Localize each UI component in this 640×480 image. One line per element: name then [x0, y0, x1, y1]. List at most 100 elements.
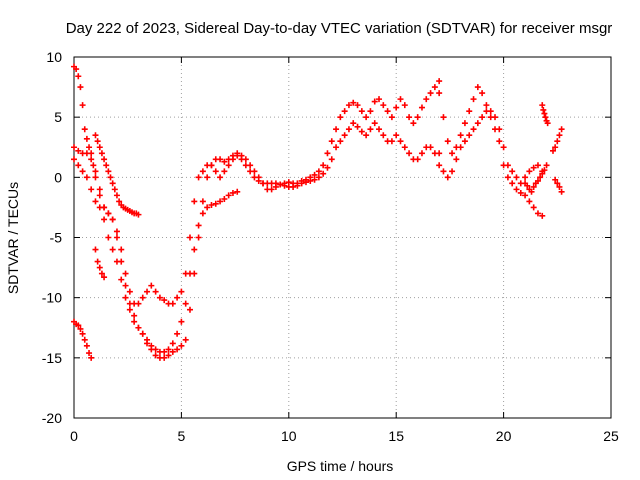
- data-point-s0-74: [367, 108, 374, 115]
- data-point-s9-2: [541, 110, 548, 117]
- data-point-s2-4: [88, 186, 95, 193]
- data-point-s0-78: [384, 108, 391, 115]
- data-point-s1-78: [406, 150, 413, 157]
- data-point-s3-4: [101, 156, 108, 163]
- data-point-s3-9: [111, 186, 118, 193]
- data-point-s0-3: [77, 84, 84, 91]
- data-point-s0-82: [401, 102, 408, 109]
- data-point-s6-18: [513, 186, 520, 193]
- data-point-s0-6: [83, 135, 90, 142]
- data-point-s0-80: [393, 104, 400, 111]
- data-point-s11-2: [556, 183, 563, 190]
- data-point-s0-83: [406, 114, 413, 121]
- data-point-s8-10: [543, 162, 550, 169]
- data-point-s0-64: [324, 150, 331, 157]
- data-point-s2-36: [225, 192, 232, 199]
- data-point-s1-68: [363, 132, 370, 139]
- data-point-s1-62: [337, 138, 344, 145]
- data-point-s10-0: [550, 147, 557, 154]
- data-point-s1-75: [393, 132, 400, 139]
- data-point-s1-60: [328, 156, 335, 163]
- data-point-s6-4: [453, 156, 460, 163]
- data-point-s1-29: [195, 174, 202, 181]
- data-point-s2-1: [75, 162, 82, 169]
- data-point-s2-35: [221, 195, 228, 202]
- data-point-s0-71: [354, 102, 361, 109]
- data-point-s7-22: [530, 164, 537, 171]
- data-point-s0-7: [86, 144, 93, 151]
- data-point-s1-72: [380, 132, 387, 139]
- data-point-s2-28: [191, 270, 198, 277]
- data-point-s0-29: [174, 330, 181, 337]
- data-point-s7-3: [449, 150, 456, 157]
- data-point-s7-8: [470, 96, 477, 103]
- data-point-s1-76: [397, 138, 404, 145]
- data-point-s7-6: [461, 120, 468, 127]
- data-point-s2-27: [186, 306, 193, 313]
- y-tick-label-1: -15: [42, 350, 62, 366]
- data-point-s7-10: [479, 90, 486, 97]
- data-point-s1-6: [96, 186, 103, 193]
- data-point-s3-0: [92, 132, 99, 139]
- data-point-s2-25: [178, 342, 185, 349]
- data-point-s0-9: [90, 162, 97, 169]
- data-point-s6-9: [474, 120, 481, 127]
- data-point-s2-3: [83, 174, 90, 181]
- data-point-s1-67: [358, 128, 365, 135]
- data-point-s1-40: [242, 162, 249, 169]
- data-point-s1-30: [199, 168, 206, 175]
- data-point-s6-20: [522, 192, 529, 199]
- data-point-s7-13: [492, 114, 499, 121]
- data-point-s0-70: [350, 99, 357, 106]
- data-point-s0-36: [204, 174, 211, 181]
- data-point-s0-12: [101, 216, 108, 223]
- data-point-s0-73: [363, 114, 370, 121]
- chart-title: Day 222 of 2023, Sidereal Day-to-day VTE…: [66, 20, 613, 37]
- data-point-s6-10: [479, 114, 486, 121]
- data-point-s1-24: [174, 294, 181, 301]
- data-point-s0-90: [436, 78, 443, 85]
- data-point-s7-4: [453, 144, 460, 151]
- y-tick-label-2: -10: [42, 290, 62, 306]
- data-point-s0-51: [268, 186, 275, 193]
- data-point-s0-86: [418, 104, 425, 111]
- data-point-s4-5: [81, 336, 88, 343]
- data-point-s2-37: [229, 189, 236, 196]
- data-point-s5-2: [96, 264, 103, 271]
- data-point-s0-81: [397, 96, 404, 103]
- data-point-s6-3: [449, 168, 456, 175]
- data-point-s0-2: [75, 73, 82, 80]
- data-point-s2-8: [105, 210, 112, 217]
- data-point-s0-33: [191, 246, 198, 253]
- data-point-s8-8: [539, 170, 546, 177]
- data-point-s6-23: [534, 210, 541, 217]
- data-point-s2-22: [165, 352, 172, 359]
- data-point-s1-41: [247, 168, 254, 175]
- data-point-s1-57: [315, 174, 322, 181]
- data-point-s2-9: [109, 216, 116, 223]
- data-point-s7-12: [487, 108, 494, 115]
- data-point-s1-51: [290, 183, 297, 190]
- data-point-s3-20: [135, 211, 142, 218]
- data-point-s1-1: [75, 147, 82, 154]
- data-point-s2-14: [131, 312, 138, 319]
- data-point-s6-19: [517, 189, 524, 196]
- data-point-s7-9: [474, 84, 481, 91]
- data-point-s1-81: [418, 150, 425, 157]
- data-point-s0-10: [92, 174, 99, 181]
- data-point-s1-37: [229, 156, 236, 163]
- data-point-s10-2: [554, 138, 561, 145]
- data-point-s1-20: [156, 294, 163, 301]
- data-point-s1-19: [152, 288, 159, 295]
- data-point-s2-38: [234, 188, 241, 195]
- data-point-s7-20: [522, 174, 529, 181]
- data-point-s7-5: [457, 132, 464, 139]
- data-point-s2-33: [212, 200, 219, 207]
- data-point-s1-4: [88, 156, 95, 163]
- data-point-s1-36: [225, 162, 232, 169]
- data-point-s7-0: [436, 90, 443, 97]
- data-point-s7-17: [509, 168, 516, 175]
- data-point-s2-23: [169, 348, 176, 355]
- data-point-s10-1: [552, 144, 559, 151]
- data-point-s4-2: [75, 322, 82, 329]
